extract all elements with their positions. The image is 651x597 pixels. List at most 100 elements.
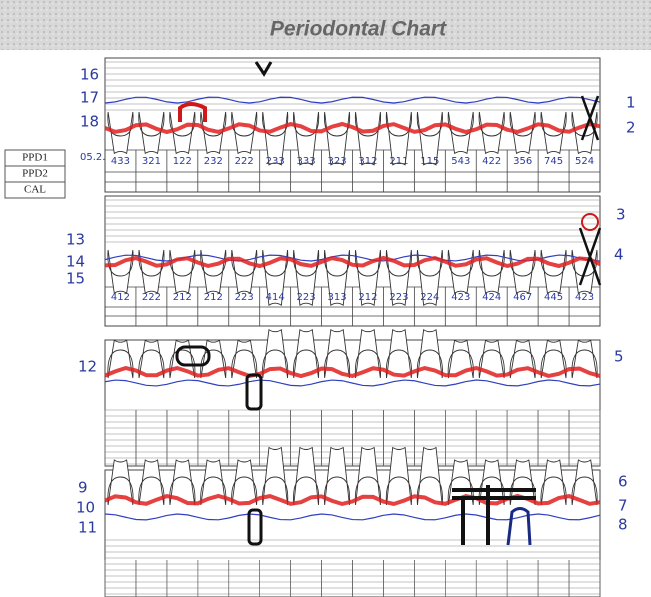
- tooth: [571, 459, 598, 506]
- legend-row: PPD1: [22, 152, 48, 164]
- pocket-reading: 313: [327, 292, 346, 303]
- hand-label: 8: [618, 516, 628, 534]
- pocket-reading: 211: [389, 156, 408, 167]
- pocket-reading: 467: [513, 292, 532, 303]
- title-band: [0, 0, 651, 50]
- tooth: [571, 339, 598, 379]
- pocket-reading: 212: [173, 292, 192, 303]
- tooth: [385, 328, 412, 379]
- hand-label: 6: [618, 473, 628, 491]
- pocket-reading: 333: [297, 156, 316, 167]
- tooth: [416, 328, 443, 379]
- tooth: [293, 328, 320, 379]
- tooth: [385, 446, 412, 506]
- tooth: [447, 111, 474, 155]
- implant-mark: [247, 508, 263, 546]
- panel: [104, 57, 601, 193]
- implant-mark: [245, 373, 263, 411]
- hand-label: 15: [66, 270, 85, 288]
- pocket-reading: 745: [544, 156, 563, 167]
- pocket-reading: 445: [544, 292, 563, 303]
- tooth: [231, 459, 258, 506]
- pocket-reading: 423: [575, 292, 594, 303]
- pocket-reading: 423: [451, 292, 470, 303]
- crown-mark: [178, 102, 207, 122]
- pocket-reading: 414: [266, 292, 285, 303]
- gingival-line: [104, 379, 601, 387]
- tooth: [200, 249, 227, 294]
- hand-label: 18: [80, 113, 99, 131]
- tooth: [540, 459, 567, 506]
- hand-label: 16: [80, 66, 99, 84]
- tooth: [169, 339, 196, 379]
- tooth: [262, 446, 289, 506]
- panel: [104, 328, 601, 467]
- pocket-reading: 223: [235, 292, 254, 303]
- tooth: [540, 339, 567, 379]
- bridge-mark: [452, 485, 536, 545]
- tooth: [447, 249, 474, 294]
- missing-tooth-mark: [580, 95, 600, 141]
- gingival-line: [104, 513, 601, 521]
- tooth: [354, 328, 382, 379]
- hand-label: 14: [66, 253, 85, 271]
- hand-label: 12: [78, 358, 97, 376]
- legend-row: PPD2: [22, 168, 48, 180]
- pocket-reading: 524: [575, 156, 594, 167]
- attachment-line: [104, 365, 601, 379]
- date: 05.2.12: [80, 152, 118, 163]
- pocket-reading: 412: [111, 292, 130, 303]
- tooth: [509, 459, 536, 506]
- circle-mark: [581, 213, 599, 231]
- panel: [104, 446, 601, 597]
- pocket-reading: 222: [142, 292, 161, 303]
- hand-label: 2: [626, 119, 636, 137]
- gingival-line: [104, 96, 601, 104]
- pocket-reading: 223: [297, 292, 316, 303]
- pocket-reading: 212: [204, 292, 223, 303]
- pocket-reading: 212: [358, 292, 377, 303]
- tooth: [354, 446, 382, 506]
- crown-mark: [175, 345, 211, 367]
- pocket-reading: 232: [204, 156, 223, 167]
- pocket-reading: 224: [420, 292, 439, 303]
- legend-row: CAL: [24, 184, 46, 196]
- hand-label: 17: [80, 89, 99, 107]
- tooth: [447, 459, 474, 506]
- pocket-reading: 122: [173, 156, 192, 167]
- tooth: [231, 339, 258, 379]
- tooth: [169, 249, 196, 294]
- pocket-reading: 233: [266, 156, 285, 167]
- tooth: [540, 111, 567, 155]
- tooth: [447, 339, 474, 379]
- tooth: [169, 459, 196, 506]
- tooth: [293, 446, 320, 506]
- tooth: [200, 459, 227, 506]
- tooth: [293, 249, 320, 306]
- legend-box: PPD1 PPD2 CAL: [4, 149, 66, 199]
- tooth: [354, 249, 382, 306]
- tooth: [138, 111, 165, 155]
- pocket-reading: 323: [327, 156, 346, 167]
- tooth: [138, 339, 165, 379]
- tooth: [416, 446, 443, 506]
- pocket-reading: 433: [111, 156, 130, 167]
- hand-label: 4: [614, 246, 624, 264]
- pocket-reading: 222: [235, 156, 254, 167]
- tooth: [509, 249, 536, 294]
- hand-label: 10: [76, 499, 95, 517]
- hand-label: 13: [66, 231, 85, 249]
- attachment-line: [104, 121, 601, 135]
- tooth: [323, 249, 351, 306]
- hand-label: 11: [78, 519, 97, 537]
- tooth: [107, 249, 134, 294]
- pocket-reading: 543: [451, 156, 470, 167]
- tooth: [478, 459, 505, 506]
- tooth: [416, 249, 443, 306]
- tooth: [138, 459, 165, 506]
- title: Periodontal Chart: [270, 18, 447, 41]
- v-mark: [254, 61, 273, 77]
- pocket-reading: 422: [482, 156, 501, 167]
- panel: [104, 195, 601, 327]
